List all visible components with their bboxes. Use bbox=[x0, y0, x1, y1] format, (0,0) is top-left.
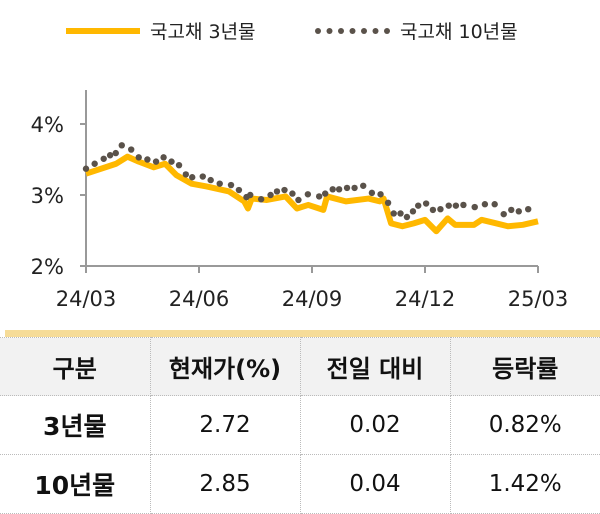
cell-price: 2.85 bbox=[149, 454, 301, 514]
legend-label-3y: 국고채 3년물 bbox=[150, 21, 256, 43]
yield-table: 구분 현재가(%) 전일 대비 등락률 3년물 2.72 0.02 0.82% … bbox=[0, 337, 600, 514]
header-price: 현재가(%) bbox=[149, 337, 301, 396]
series-point-10y bbox=[199, 173, 206, 180]
series-point-10y bbox=[445, 202, 452, 209]
header-category: 구분 bbox=[0, 337, 151, 396]
series-point-10y bbox=[508, 206, 515, 214]
series-point-10y bbox=[415, 202, 422, 209]
series-point-10y bbox=[525, 206, 532, 213]
series-line-3y bbox=[85, 153, 539, 235]
series-point-10y bbox=[227, 181, 235, 189]
cell-price: 2.72 bbox=[149, 395, 301, 455]
series-point-10y bbox=[100, 155, 107, 162]
y-tick-label: 2% bbox=[31, 255, 64, 279]
series-point-10y bbox=[106, 152, 114, 159]
series-point-10y bbox=[91, 160, 98, 167]
legend-dot-10y bbox=[338, 28, 344, 34]
series-point-10y bbox=[247, 191, 254, 199]
series-point-10y bbox=[267, 191, 274, 199]
series-point-10y bbox=[281, 186, 288, 194]
row-label: 3년물 bbox=[0, 395, 151, 455]
x-tick-label: 25/03 bbox=[508, 287, 569, 311]
series-point-10y bbox=[471, 203, 478, 211]
cell-change: 0.04 bbox=[299, 454, 451, 514]
series-point-10y bbox=[152, 158, 160, 165]
y-tick-label: 4% bbox=[31, 113, 64, 137]
table-row: 3년물 2.72 0.02 0.82% bbox=[0, 395, 600, 455]
series-point-10y bbox=[384, 199, 392, 207]
series-point-10y bbox=[500, 210, 507, 218]
cell-rate: 0.82% bbox=[449, 395, 600, 455]
series-point-10y bbox=[135, 154, 142, 161]
x-tick-label: 24/03 bbox=[56, 287, 117, 311]
table-top-accent bbox=[5, 330, 600, 337]
legend-label-10y: 국고채 10년물 bbox=[400, 21, 518, 43]
cell-rate: 1.42% bbox=[449, 454, 600, 514]
cell-change: 0.02 bbox=[299, 395, 451, 455]
series-point-10y bbox=[515, 208, 522, 215]
x-tick-label: 24/09 bbox=[282, 287, 343, 311]
series-point-10y bbox=[437, 206, 444, 213]
series-point-10y bbox=[257, 196, 265, 203]
legend-dot-10y bbox=[372, 28, 379, 34]
series-point-10y bbox=[128, 146, 135, 153]
series-point-10y bbox=[175, 161, 183, 169]
series-point-10y bbox=[189, 174, 196, 181]
series-point-10y bbox=[182, 171, 190, 178]
series-point-10y bbox=[403, 213, 411, 221]
legend-dot-10y bbox=[326, 28, 333, 34]
y-tick-label: 3% bbox=[31, 184, 64, 208]
series-point-10y bbox=[118, 142, 125, 149]
series-point-10y bbox=[315, 193, 323, 200]
table-row: 10년물 2.85 0.04 1.42% bbox=[0, 454, 600, 514]
series-point-10y bbox=[460, 201, 467, 209]
series-point-10y bbox=[409, 208, 417, 215]
series-point-10y bbox=[481, 201, 489, 208]
legend-dot-10y bbox=[315, 28, 321, 34]
series-point-10y bbox=[295, 196, 302, 204]
series-point-10y bbox=[377, 191, 384, 198]
series-point-10y bbox=[112, 149, 119, 157]
series-point-10y bbox=[351, 184, 358, 192]
x-tick-label: 24/06 bbox=[169, 287, 230, 311]
series-point-10y bbox=[368, 189, 376, 197]
legend-dot-10y bbox=[349, 28, 356, 34]
series-point-10y bbox=[422, 200, 430, 207]
series-point-10y bbox=[390, 210, 397, 217]
header-rate: 등락률 bbox=[449, 337, 600, 396]
series-point-10y bbox=[452, 202, 460, 209]
series-point-10y bbox=[168, 158, 175, 165]
series-point-10y bbox=[343, 184, 351, 192]
series-point-10y bbox=[273, 188, 281, 195]
yield-chart: 2% 3% 4% 24/03 24/06 24/09 24/12 25/03 국고채 3년물 국고… bbox=[31, 21, 569, 311]
row-label: 10년물 bbox=[0, 454, 151, 514]
series-point-10y bbox=[397, 210, 404, 217]
series-point-10y bbox=[82, 165, 90, 172]
legend-dot-10y bbox=[384, 28, 390, 34]
series-point-10y bbox=[491, 201, 498, 208]
series-point-10y bbox=[321, 190, 329, 197]
series-point-10y bbox=[144, 156, 151, 163]
series-point-10y bbox=[160, 154, 167, 161]
series-point-10y bbox=[335, 186, 343, 193]
header-change: 전일 대비 bbox=[299, 337, 451, 396]
series-point-10y bbox=[360, 182, 367, 189]
series-point-10y bbox=[216, 180, 223, 187]
series-point-10y bbox=[289, 190, 296, 197]
series-point-10y bbox=[304, 191, 312, 198]
series-point-10y bbox=[329, 186, 336, 193]
series-point-10y bbox=[429, 206, 437, 214]
legend-dot-10y bbox=[361, 28, 367, 34]
series-point-10y bbox=[235, 186, 243, 194]
x-tick-label: 24/12 bbox=[395, 287, 456, 311]
series-point-10y bbox=[207, 176, 214, 184]
table-header-row: 구분 현재가(%) 전일 대비 등락률 bbox=[0, 337, 600, 396]
